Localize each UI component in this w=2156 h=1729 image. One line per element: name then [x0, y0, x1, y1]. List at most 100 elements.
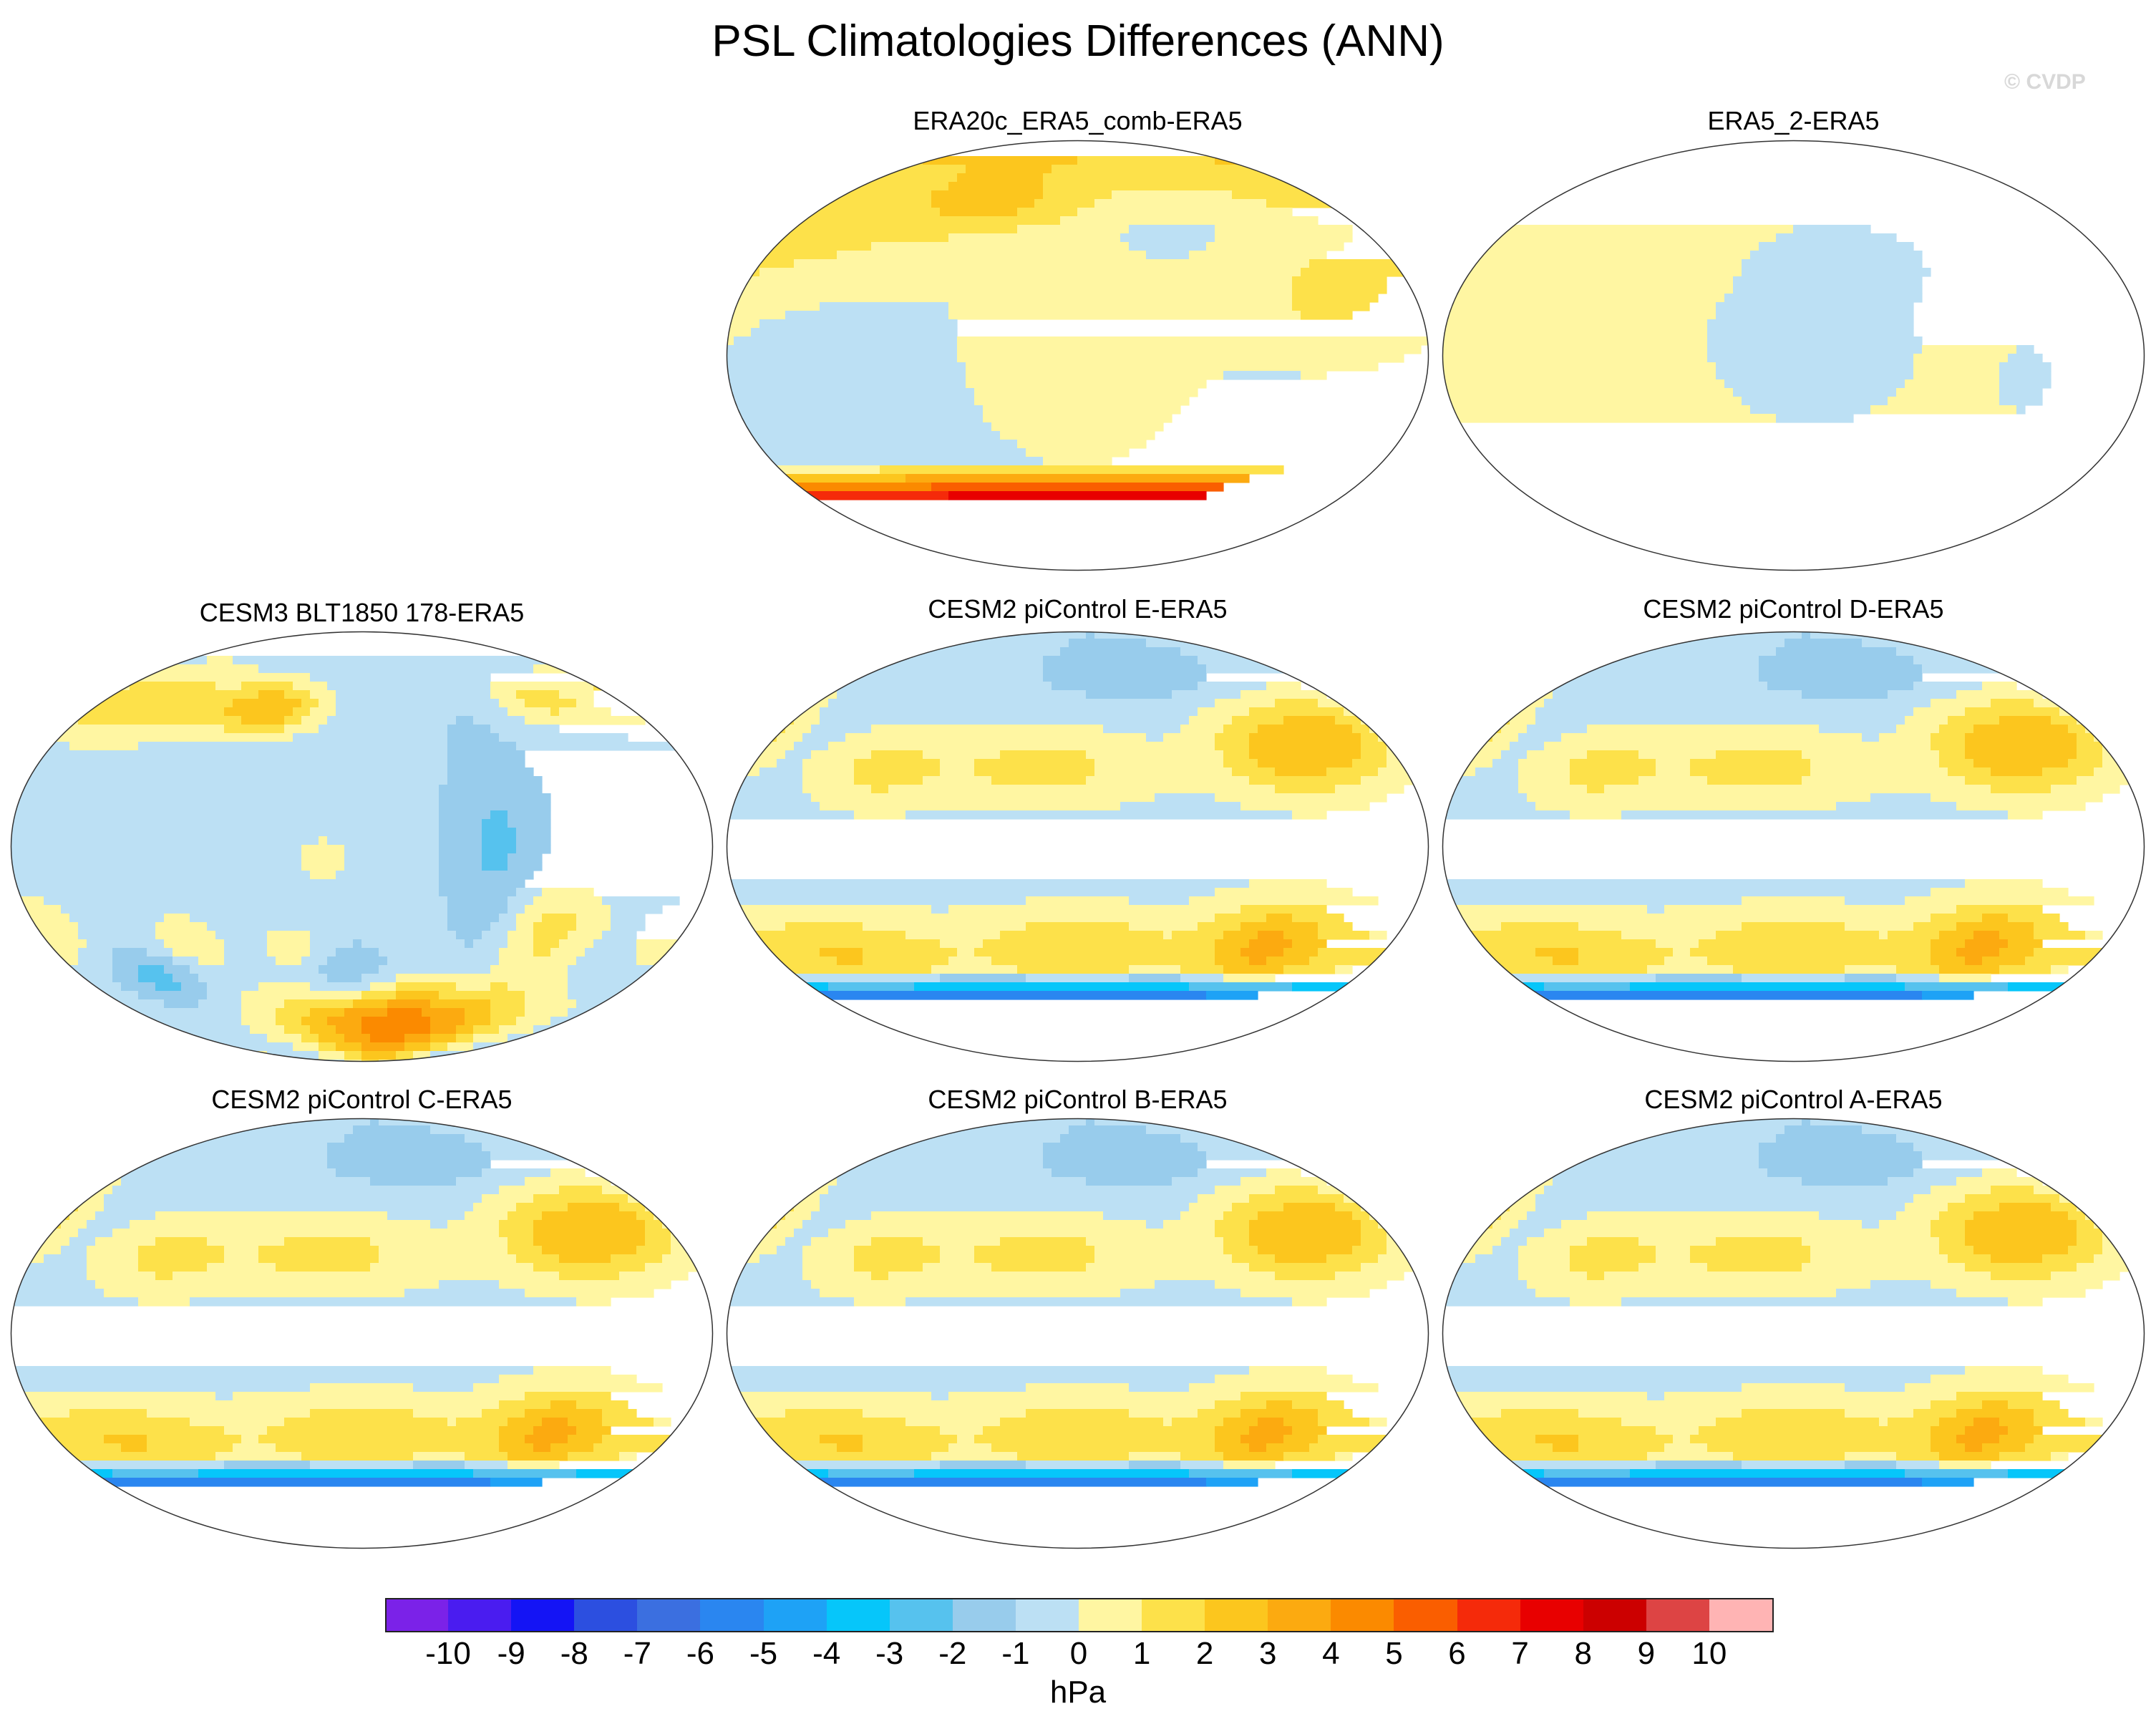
contour-fill-cell: [905, 931, 1001, 940]
contour-fill-cell: [2008, 1125, 2086, 1135]
contour-fill-cell: [1492, 1246, 1519, 1255]
contour-fill-cell: [727, 414, 984, 423]
contour-fill-cell: [1742, 397, 1888, 406]
contour-fill-cell: [439, 810, 491, 820]
contour-fill-cell: [11, 862, 302, 871]
contour-fill-cell: [662, 1254, 706, 1264]
contour-fill-cell: [1258, 1246, 1353, 1255]
contour-fill-cell: [1922, 664, 2145, 674]
contour-fill-cell: [1442, 233, 1777, 243]
contour-fill-cell: [1266, 199, 1422, 208]
contour-fill-cell: [1223, 974, 1276, 983]
contour-fill-cell: [1215, 742, 1250, 751]
contour-fill-cell: [636, 948, 689, 957]
contour-fill-cell: [1776, 647, 1897, 657]
contour-fill-cell: [820, 302, 949, 311]
contour-fill-cell: [1335, 1203, 1361, 1212]
contour-fill-cell: [233, 699, 302, 708]
contour-fill-cell: [1724, 294, 1923, 303]
contour-fill-cell: [1905, 896, 2094, 906]
contour-fill-cell: [1129, 242, 1207, 251]
contour-fill-cell: [1939, 1246, 1974, 1255]
contour-fill-cell: [1442, 1280, 1528, 1289]
contour-fill-cell: [508, 819, 551, 828]
contour-fill-cell: [1442, 991, 1467, 1000]
contour-fill-cell: [1587, 1237, 1639, 1246]
contour-fill-cell: [1690, 767, 1811, 777]
contour-fill-cell: [923, 750, 1001, 760]
contour-fill-cell: [456, 1177, 525, 1186]
contour-fill-cell: [11, 1461, 225, 1470]
contour-fill-cell: [585, 1060, 594, 1062]
contour-fill-cell: [593, 1443, 713, 1453]
contour-fill-cell: [1026, 1461, 1130, 1470]
contour-fill-cell: [516, 1017, 551, 1026]
colorbar: [385, 1598, 1773, 1632]
contour-fill-cell: [1283, 716, 1336, 725]
contour-fill-cell: [104, 1203, 474, 1212]
contour-fill-cell: [1561, 1125, 1639, 1135]
contour-fill-cell: [1442, 414, 1777, 423]
contour-fill-cell: [327, 1160, 491, 1169]
contour-fill-cell: [95, 1051, 156, 1060]
contour-fill-cell: [2008, 1297, 2043, 1307]
contour-fill-cell: [508, 707, 551, 717]
contour-fill-cell: [499, 1060, 543, 1062]
contour-fill-cell: [837, 251, 1147, 260]
contour-fill-cell: [198, 974, 328, 983]
contour-fill-cell: [1442, 939, 1656, 949]
contour-fill-cell: [447, 750, 525, 760]
contour-fill-cell: [619, 1034, 637, 1043]
contour-fill-cell: [1690, 759, 1811, 768]
contour-fill-cell: [267, 1118, 276, 1126]
contour-fill-cell: [1913, 1409, 1957, 1418]
contour-fill-cell: [11, 1289, 105, 1298]
contour-fill-cell: [1570, 1263, 1639, 1272]
contour-fill-cell: [1527, 1280, 1871, 1289]
contour-fill-cell: [2051, 965, 2069, 974]
contour-fill-cell: [310, 1383, 414, 1393]
contour-fill-cell: [727, 1254, 760, 1264]
contour-fill-cell: [336, 1025, 362, 1035]
contour-fill-cell: [121, 1168, 336, 1178]
contour-fill-cell: [147, 1435, 242, 1444]
contour-fill-cell: [1309, 259, 1429, 268]
contour-fill-cell: [957, 336, 1429, 346]
panel-title-cesm2-a: CESM2 piControl A-ERA5: [1644, 1085, 1943, 1114]
contour-fill-cell: [112, 1034, 139, 1043]
contour-fill-cell: [447, 905, 508, 914]
contour-fill-cell: [447, 776, 543, 785]
contour-fill-cell: [1913, 1168, 1983, 1178]
contour-fill-cell: [1647, 905, 1665, 914]
contour-fill-cell: [1361, 1229, 1387, 1238]
contour-fill-cell: [1742, 1461, 1845, 1470]
contour-fill-cell: [473, 1203, 517, 1212]
contour-fill-cell: [1535, 1435, 1579, 1444]
contour-fill-cell: [1784, 639, 1863, 648]
contour-fill-cell: [215, 1452, 302, 1461]
contour-fill-cell: [1442, 225, 1794, 234]
contour-fill-cell: [1939, 931, 1974, 940]
contour-fill-cell: [636, 1211, 654, 1221]
contour-fill-cell: [353, 939, 362, 949]
contour-fill-cell: [1716, 1237, 1802, 1246]
contour-fill-cell: [11, 965, 113, 974]
colorbar-swatch: [1268, 1598, 1331, 1631]
contour-fill-cell: [1249, 733, 1361, 742]
contour-fill-cell: [78, 1008, 122, 1017]
contour-fill-cell: [1896, 965, 1940, 974]
contour-fill-cell: [1896, 1461, 1940, 1470]
contour-fill-cell: [370, 1118, 379, 1126]
contour-fill-cell: [1458, 1263, 1519, 1272]
contour-fill-cell: [585, 1118, 594, 1126]
colorbar-tick-label: -8: [560, 1636, 588, 1671]
contour-fill-cell: [871, 631, 889, 639]
contour-fill-cell: [447, 914, 500, 923]
contour-fill-cell: [1206, 664, 1429, 674]
contour-fill-cell: [241, 1017, 276, 1026]
contour-fill-cell: [301, 699, 319, 708]
contour-fill-cell: [1215, 225, 1353, 234]
contour-fill-cell: [1931, 914, 1983, 923]
contour-fill-cell: [11, 716, 79, 725]
contour-fill-cell: [26, 1017, 53, 1026]
